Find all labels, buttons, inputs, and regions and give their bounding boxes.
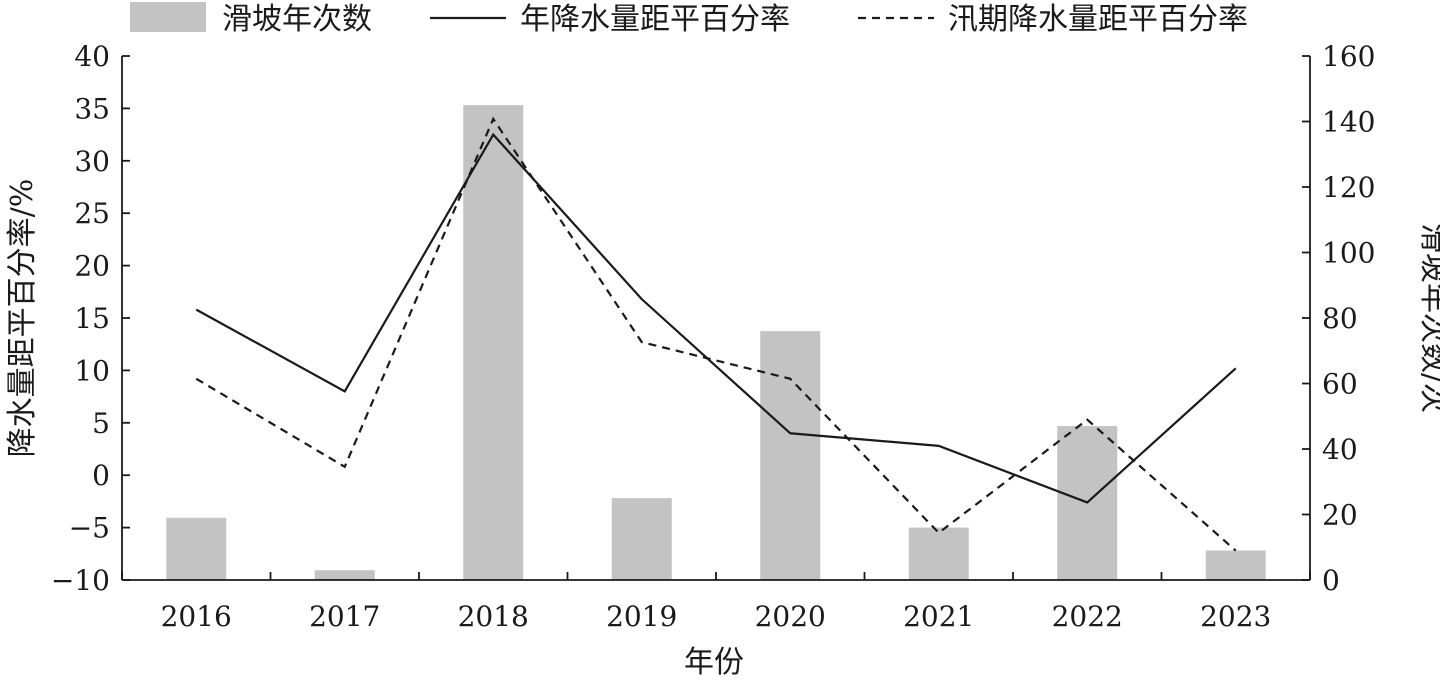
right-y-tick-label: 120 bbox=[1322, 171, 1375, 204]
left-y-tick-label: 5 bbox=[92, 407, 110, 440]
bar-2017 bbox=[314, 570, 375, 580]
left-y-tick-label: −10 bbox=[51, 564, 110, 597]
right-y-tick-label: 80 bbox=[1322, 302, 1358, 335]
x-tick-label: 2020 bbox=[755, 600, 826, 633]
right-y-tick-label: 20 bbox=[1322, 499, 1358, 532]
bar-series bbox=[166, 105, 1266, 580]
right-y-tick-label: 160 bbox=[1322, 40, 1375, 73]
x-tick-label: 2022 bbox=[1052, 600, 1123, 633]
bar-2016 bbox=[166, 517, 227, 580]
left-y-tick-label: 30 bbox=[74, 145, 110, 178]
right-y-tick-label: 0 bbox=[1322, 564, 1340, 597]
left-y-tick-label: 0 bbox=[92, 459, 110, 492]
bar-2021 bbox=[908, 527, 969, 580]
left-y-tick-label: 10 bbox=[74, 354, 110, 387]
annual-precip-anomaly-line bbox=[195, 132, 1237, 504]
x-axis-label: 年份 bbox=[684, 645, 744, 680]
x-tick-label: 2021 bbox=[903, 600, 974, 633]
left-y-tick-label: 15 bbox=[74, 302, 110, 335]
legend-label: 汛期降水量距平百分率 bbox=[948, 2, 1248, 37]
legend-label: 滑坡年次数 bbox=[222, 2, 372, 37]
right-y-tick-label: 40 bbox=[1322, 433, 1358, 466]
x-tick-label: 2017 bbox=[309, 600, 380, 633]
legend-label: 年降水量距平百分率 bbox=[520, 2, 790, 37]
left-y-tick-label: 20 bbox=[74, 250, 110, 283]
right-y-tick-label: 140 bbox=[1322, 106, 1375, 139]
x-tick-label: 2018 bbox=[458, 600, 529, 633]
legend: 滑坡年次数 年降水量距平百分率 汛期降水量距平百分率 bbox=[130, 2, 1248, 37]
x-tick-label: 2019 bbox=[606, 600, 677, 633]
left-y-tick-label: 25 bbox=[74, 197, 110, 230]
axes: −10 −5 0 5 10 15 20 25 30 35 40 0 20 40 60 80 100 120 140 1… bbox=[51, 40, 1376, 633]
left-y-axis-label: 降水量距平百分率/% bbox=[5, 179, 40, 458]
right-y-tick-label: 100 bbox=[1322, 237, 1375, 270]
right-y-tick-label: 60 bbox=[1322, 368, 1358, 401]
legend-swatch-bar bbox=[130, 2, 206, 32]
left-y-tick-label: 35 bbox=[74, 92, 110, 125]
line-series bbox=[195, 116, 1237, 552]
left-y-tick-label: −5 bbox=[69, 512, 110, 545]
x-tick-label: 2016 bbox=[161, 600, 232, 633]
x-tick-label: 2023 bbox=[1200, 600, 1271, 633]
left-y-tick-label: 40 bbox=[74, 40, 110, 73]
bar-2018 bbox=[463, 105, 524, 580]
right-y-axis-label: 滑坡年次数/次 bbox=[1416, 223, 1440, 413]
bar-2023 bbox=[1205, 550, 1266, 580]
bar-2019 bbox=[611, 498, 672, 580]
bar-2020 bbox=[760, 331, 821, 580]
